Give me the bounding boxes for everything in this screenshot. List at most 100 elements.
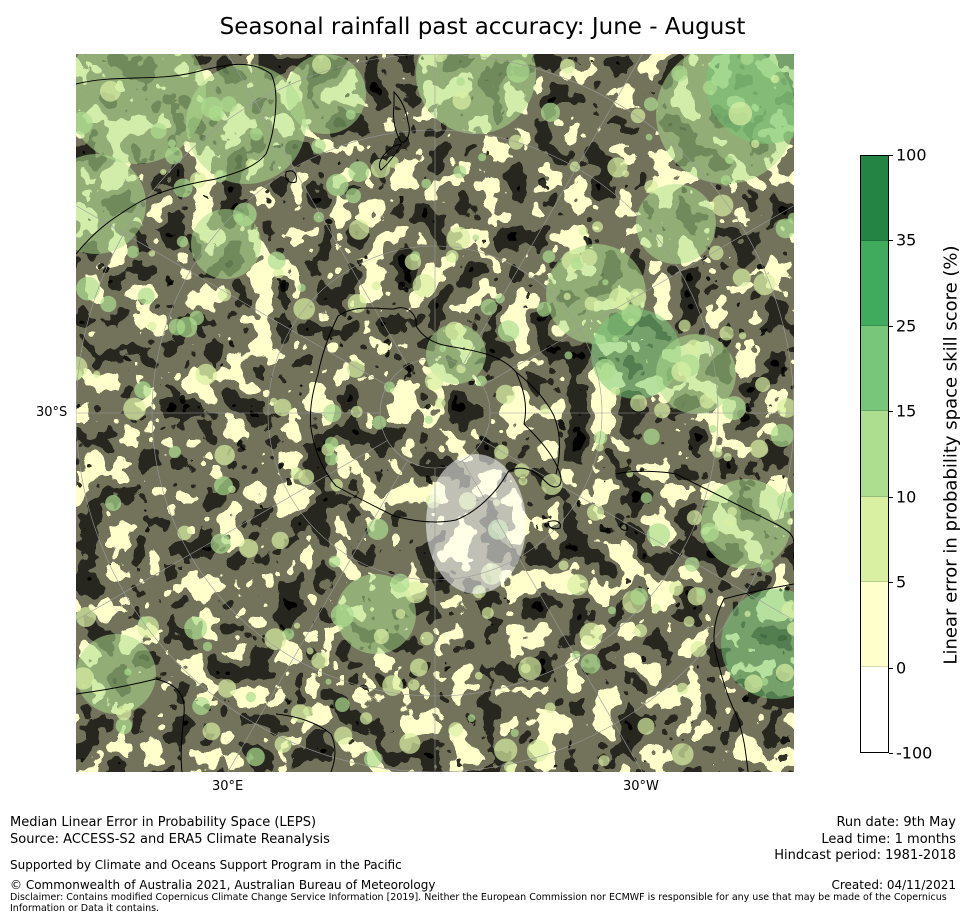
footer-source: Source: ACCESS-S2 and ERA5 Climate Reana… [10, 832, 330, 847]
colorbar-bin [861, 156, 888, 242]
meridian-line [227, 54, 408, 366]
skill-speck [563, 292, 571, 300]
colorbar-tick-label: 35 [896, 230, 917, 250]
skill-speck [126, 245, 139, 258]
skill-speck [192, 697, 211, 715]
skill-speck [168, 445, 181, 459]
graticule [76, 54, 794, 772]
skill-speck [123, 397, 146, 421]
skill-speck [472, 234, 480, 241]
skill-speck [76, 667, 95, 690]
skill-speck [273, 267, 284, 279]
coastline [713, 583, 794, 772]
meridian-line [76, 205, 388, 386]
skill-speck [645, 133, 653, 141]
skill-speck [456, 364, 466, 374]
skill-speck [720, 175, 732, 186]
skill-speck [147, 321, 157, 331]
meridian-line [76, 440, 388, 621]
skill-patch [336, 574, 416, 654]
skill-speck [725, 155, 734, 164]
skill-speck [348, 219, 370, 240]
colorbar-tick-mark [889, 155, 893, 156]
colorbar-tick-mark [889, 582, 893, 584]
skill-speck [686, 510, 702, 526]
skill-speck [100, 295, 117, 313]
skill-speck [270, 397, 278, 405]
skill-speck [732, 268, 751, 287]
skill-speck [271, 531, 289, 550]
skill-speck [334, 726, 353, 745]
colorbar-tick-label: 10 [896, 487, 917, 507]
skill-speck [93, 370, 101, 379]
skill-speck [495, 384, 516, 405]
coastline [76, 678, 185, 772]
skill-speck [541, 473, 563, 495]
skill-speck [506, 59, 530, 83]
skill-speck [76, 356, 88, 379]
skill-speck [439, 345, 447, 352]
skill-speck [173, 178, 193, 198]
skill-speck [671, 361, 692, 382]
skill-patch [76, 154, 146, 254]
skill-speck [346, 360, 365, 378]
skill-patch [76, 634, 156, 714]
skill-speck [671, 743, 694, 766]
skill-speck [217, 288, 232, 302]
skill-speck [404, 253, 422, 271]
skill-speck [116, 705, 132, 721]
coastline [285, 170, 297, 183]
skill-speck [420, 631, 434, 646]
skill-speck [760, 677, 769, 686]
colorbar-tick-mark [889, 753, 893, 754]
skill-speck [651, 603, 661, 613]
skill-speck [445, 321, 464, 341]
skill-speck [580, 249, 598, 267]
skill-speck [602, 279, 609, 286]
colorbar-tick-mark [889, 496, 893, 498]
skill-speck [139, 616, 148, 626]
colorbar-tick-label: 5 [896, 572, 907, 592]
skill-speck [371, 281, 381, 291]
skill-speck [217, 679, 237, 698]
skill-speck [712, 447, 723, 458]
skill-speck [751, 139, 760, 149]
skill-speck [435, 397, 446, 409]
skill-speck [494, 738, 518, 762]
coastline [619, 523, 629, 531]
colorbar-tick-label: 100 [896, 145, 927, 165]
skill-speck [195, 363, 217, 385]
skill-speck [324, 452, 338, 466]
skill-speck [150, 122, 167, 139]
colorbar-tick-label: 15 [896, 401, 917, 421]
disclaimer-line-1: Disclaimer: Contains modified Copernicus… [10, 892, 947, 903]
low-skill-zone [426, 454, 526, 594]
colorbar-tick-mark [889, 667, 893, 669]
skill-speck [753, 273, 776, 296]
skill-speck [364, 750, 382, 768]
skill-speck [739, 332, 747, 340]
skill-speck [345, 109, 356, 120]
skill-speck [176, 235, 189, 248]
coastline [393, 90, 410, 143]
skill-speck [700, 522, 720, 542]
lat-label-30s: 30°S [36, 405, 68, 420]
skill-speck [335, 697, 350, 712]
skill-speck [350, 405, 363, 418]
skill-speck [386, 156, 399, 168]
skill-speck [328, 555, 341, 568]
map-title: Seasonal rainfall past accuracy: June - … [219, 14, 746, 40]
skill-patch [426, 324, 486, 384]
skill-speck [404, 581, 427, 604]
skill-speck [325, 678, 332, 685]
footer-leps: Median Linear Error in Probability Space… [10, 815, 317, 830]
skill-speck [330, 603, 354, 628]
skill-speck [775, 663, 794, 682]
skill-speck [76, 276, 100, 301]
skill-speck [749, 439, 769, 458]
skill-speck [760, 559, 774, 573]
skill-speck [76, 65, 80, 72]
skill-speck [177, 525, 192, 541]
skill-speck [232, 202, 257, 227]
skill-speck [598, 755, 610, 767]
